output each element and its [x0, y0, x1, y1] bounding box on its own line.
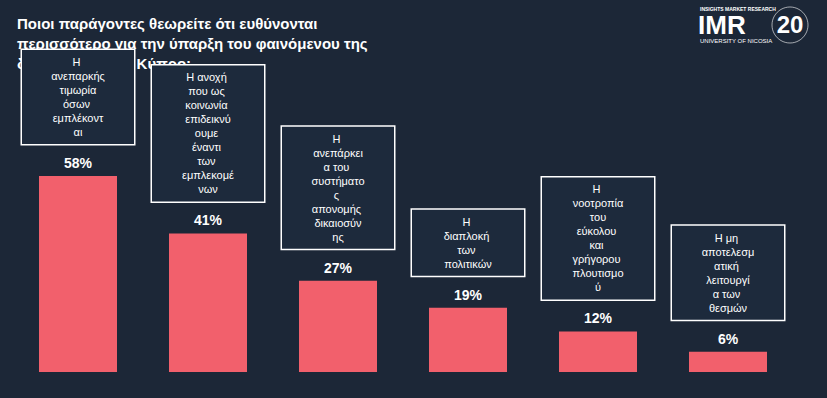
svg-text:που ως: που ως	[188, 85, 228, 97]
svg-text:41%: 41%	[194, 212, 223, 228]
svg-text:όσων: όσων	[63, 98, 93, 110]
svg-text:αι: αι	[74, 126, 83, 138]
svg-text:νοοτροπία: νοοτροπία	[573, 197, 624, 209]
svg-text:συστήματο: συστήματο	[311, 175, 364, 187]
svg-text:λειτουργί: λειτουργί	[706, 274, 750, 286]
svg-text:περισσότερο για την ύπαρξη του: περισσότερο για την ύπαρξη του φαινόμενο…	[17, 34, 372, 52]
svg-text:INSIGHTS MARKET RESEARCH: INSIGHTS MARKET RESEARCH	[700, 5, 776, 12]
svg-text:IMR: IMR	[698, 10, 746, 40]
svg-text:α του: α του	[324, 161, 353, 173]
svg-text:α των: α των	[713, 288, 744, 300]
svg-text:επιδεικνύ: επιδεικνύ	[185, 113, 230, 125]
svg-text:Η: Η	[333, 133, 344, 145]
svg-text:Ποιοι παράγοντες θεωρείτε ότι: Ποιοι παράγοντες θεωρείτε ότι ευθύνονται	[17, 15, 322, 32]
svg-text:Η μη: Η μη	[715, 232, 742, 244]
svg-text:τιμωρία: τιμωρία	[57, 84, 100, 96]
svg-text:κοινωνία: κοινωνία	[185, 99, 230, 111]
svg-text:εύκολου: εύκολου	[577, 225, 620, 237]
svg-text:γρήγορου: γρήγορου	[573, 253, 624, 265]
svg-text:αποτελεσμ: αποτελεσμ	[702, 246, 755, 258]
svg-text:πολιτικών: πολιτικών	[444, 258, 492, 270]
svg-text:UNIVERSITY OF NICOSIA: UNIVERSITY OF NICOSIA	[700, 38, 772, 44]
svg-text:πλουτισμο: πλουτισμο	[572, 267, 623, 279]
svg-text:των: των	[197, 155, 218, 167]
svg-text:19%: 19%	[454, 287, 483, 303]
svg-text:12%: 12%	[584, 310, 613, 326]
svg-text:ανεπάρκει: ανεπάρκει	[313, 147, 363, 159]
svg-text:ουμε: ουμε	[195, 127, 221, 139]
svg-text:6%: 6%	[718, 331, 739, 347]
svg-text:έναντι: έναντι	[192, 141, 224, 153]
svg-text:νων: νων	[198, 183, 218, 195]
svg-text:ύ: ύ	[595, 281, 601, 293]
svg-text:των: των	[457, 244, 478, 256]
svg-text:εμπλεκομέ: εμπλεκομέ	[182, 169, 234, 181]
svg-text:ανεπαρκής: ανεπαρκής	[51, 70, 105, 82]
svg-text:απονομής: απονομής	[312, 203, 364, 215]
svg-text:και: και	[589, 239, 606, 251]
svg-text:27%: 27%	[324, 260, 353, 276]
svg-text:ς: ς	[334, 189, 342, 201]
svg-text:δικαιοσύν: δικαιοσύν	[314, 217, 362, 229]
svg-text:20: 20	[777, 11, 804, 38]
svg-text:ατική: ατική	[714, 260, 742, 272]
svg-text:Η: Η	[73, 56, 84, 68]
svg-text:διαπλοκή: διαπλοκή	[444, 230, 493, 242]
svg-text:Η: Η	[593, 183, 604, 195]
svg-text:ης: ης	[332, 231, 343, 243]
svg-text:θεσμών: θεσμών	[709, 302, 748, 314]
svg-text:Η: Η	[463, 216, 474, 228]
svg-text:Η ανοχή: Η ανοχή	[186, 71, 230, 83]
svg-text:58%: 58%	[64, 155, 93, 171]
svg-text:εμπλέκοντ: εμπλέκοντ	[53, 112, 104, 124]
svg-text:του: του	[587, 211, 609, 223]
